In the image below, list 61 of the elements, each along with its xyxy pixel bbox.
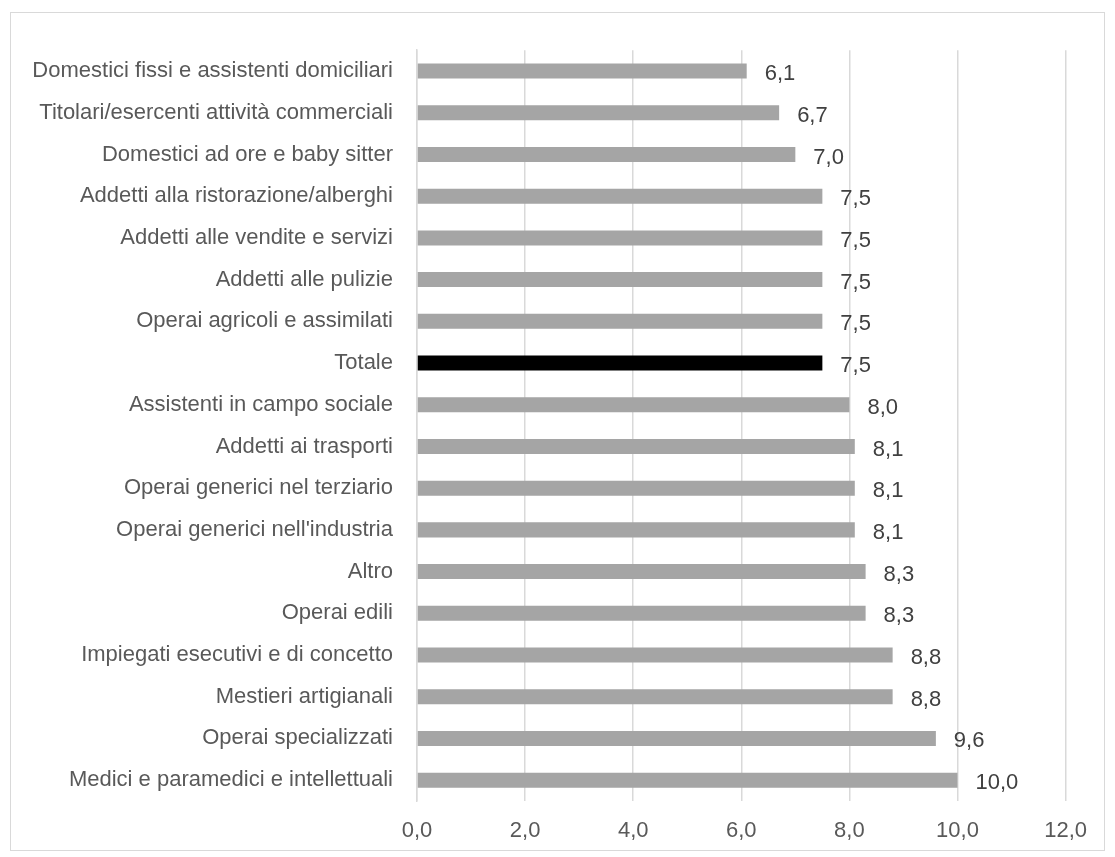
y-tick-label: Operai specializzati bbox=[202, 724, 393, 750]
y-tick-label: Totale bbox=[334, 349, 393, 375]
x-tick-label: 6,0 bbox=[726, 817, 757, 843]
x-tick-label: 8,0 bbox=[834, 817, 865, 843]
data-label: 8,8 bbox=[910, 685, 942, 711]
bar bbox=[417, 63, 747, 79]
bar bbox=[417, 689, 893, 705]
y-tick-label: Altro bbox=[347, 557, 393, 583]
y-tick-label: Impiegati esecutivi e di concetto bbox=[81, 641, 393, 667]
y-tick-label: Domestici ad ore e baby sitter bbox=[101, 140, 393, 166]
x-tick-label: 0,0 bbox=[401, 817, 433, 843]
bar bbox=[417, 480, 855, 496]
y-tick-label: Addetti alle vendite e servizi bbox=[120, 223, 393, 249]
y-tick-label: Medici e paramedici e intellettuali bbox=[68, 766, 393, 792]
y-tick-label: Operai edili bbox=[281, 599, 393, 625]
bar bbox=[417, 397, 850, 413]
data-label: 7,5 bbox=[840, 310, 871, 336]
y-tick-label: Domestici fissi e assistenti domiciliari bbox=[32, 57, 393, 83]
y-tick-label: Titolari/esercenti attività commerciali bbox=[39, 98, 393, 124]
y-tick-label: Assistenti in campo sociale bbox=[128, 390, 393, 416]
bar bbox=[417, 313, 823, 329]
data-label: 8,3 bbox=[883, 602, 915, 628]
data-label: 7,5 bbox=[840, 352, 871, 378]
data-label: 7,5 bbox=[840, 268, 871, 294]
y-tick-label: Addetti alle pulizie bbox=[215, 265, 393, 291]
x-tick-label: 12,0 bbox=[1044, 817, 1087, 843]
data-label: 8,0 bbox=[867, 393, 898, 419]
data-label: 7,0 bbox=[813, 143, 844, 169]
bar bbox=[417, 730, 936, 746]
bar bbox=[417, 564, 866, 580]
bar bbox=[417, 647, 893, 663]
y-tick-label: Mestieri artigianali bbox=[215, 682, 393, 708]
bar bbox=[417, 230, 823, 246]
bar bbox=[417, 772, 958, 788]
data-label: 7,5 bbox=[840, 185, 871, 211]
data-label: 8,1 bbox=[872, 518, 904, 544]
data-label: 8,3 bbox=[883, 560, 915, 586]
y-tick-label: Addetti ai trasporti bbox=[215, 432, 393, 458]
y-tick-label: Operai agricoli e assimilati bbox=[136, 307, 393, 333]
bar bbox=[417, 146, 796, 162]
data-label: 8,8 bbox=[910, 644, 942, 670]
bar bbox=[417, 105, 780, 121]
data-label: 9,6 bbox=[953, 727, 985, 753]
x-tick-label: 10,0 bbox=[936, 817, 979, 843]
y-tick-label: Operai generici nel terziario bbox=[123, 474, 393, 500]
bar bbox=[417, 188, 823, 204]
data-label: 6,7 bbox=[797, 101, 828, 127]
y-tick-label: Addetti alla ristorazione/alberghi bbox=[79, 182, 393, 208]
data-label: 6,1 bbox=[764, 60, 796, 86]
x-tick-label: 2,0 bbox=[509, 817, 541, 843]
data-label: 7,5 bbox=[840, 226, 871, 252]
data-label: 8,1 bbox=[872, 435, 904, 461]
bar bbox=[417, 522, 855, 538]
y-tick-label: Operai generici nell'industria bbox=[116, 515, 394, 541]
data-label: 8,1 bbox=[872, 477, 904, 503]
x-tick-label: 4,0 bbox=[617, 817, 649, 843]
data-label: 10,0 bbox=[975, 769, 1019, 795]
bar bbox=[417, 438, 855, 454]
bar bbox=[417, 355, 823, 371]
bar bbox=[417, 605, 866, 621]
bar bbox=[417, 272, 823, 288]
